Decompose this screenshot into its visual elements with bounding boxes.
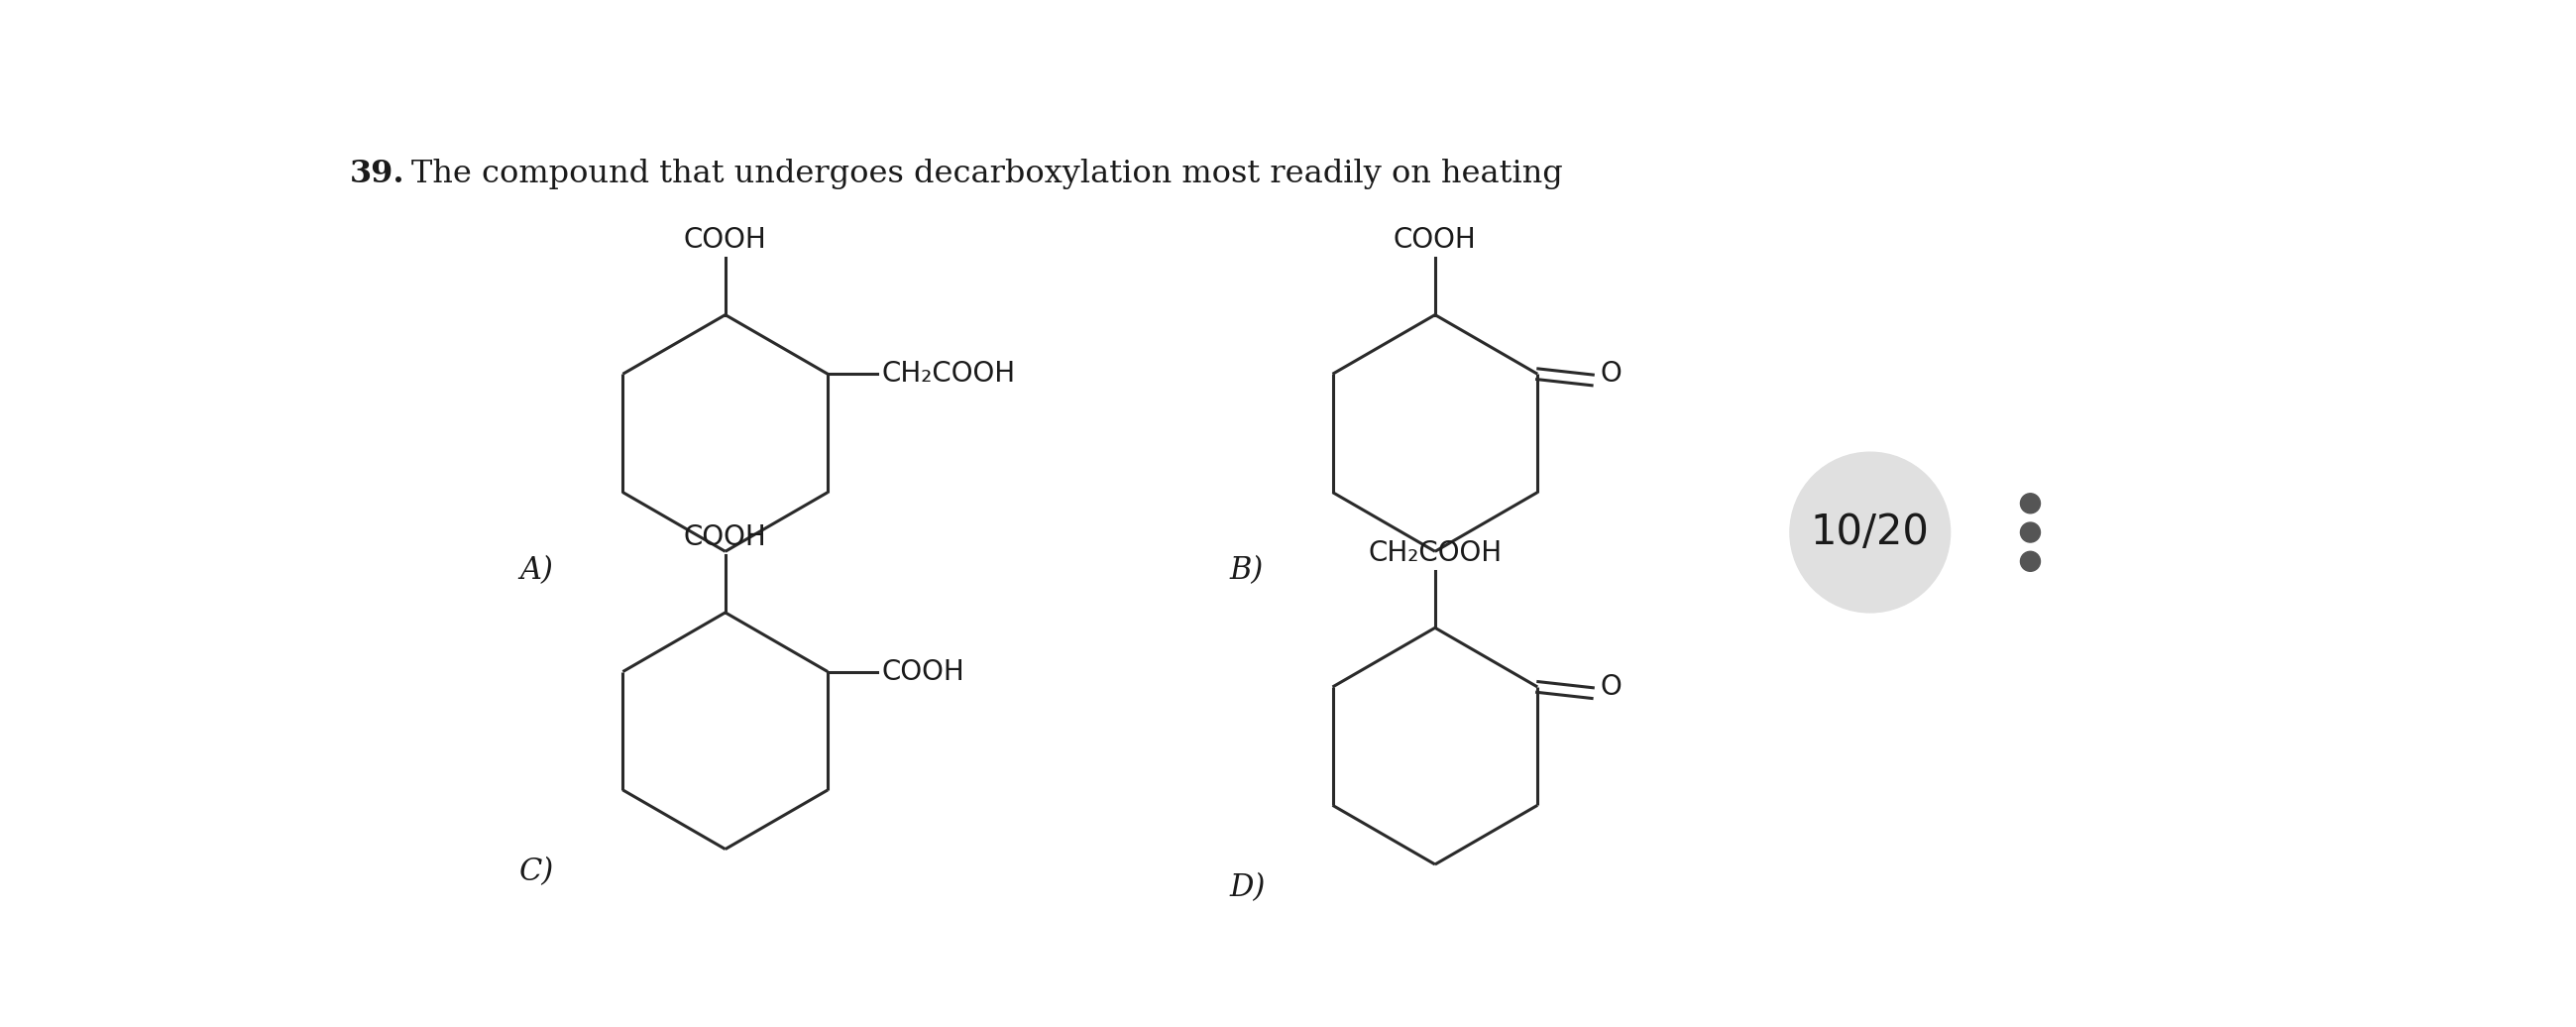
Circle shape <box>2020 493 2040 514</box>
Text: 10/20: 10/20 <box>1811 511 1929 554</box>
Text: COOH: COOH <box>1394 226 1476 254</box>
Circle shape <box>2020 523 2040 542</box>
Text: The compound that undergoes decarboxylation most readily on heating: The compound that undergoes decarboxylat… <box>410 158 1561 189</box>
Text: A): A) <box>520 556 554 586</box>
Text: D): D) <box>1229 872 1265 903</box>
Text: C): C) <box>520 857 554 887</box>
Text: COOH: COOH <box>683 524 768 551</box>
Text: CH₂COOH: CH₂COOH <box>881 360 1015 388</box>
Text: O: O <box>1600 360 1623 388</box>
Text: COOH: COOH <box>683 226 768 254</box>
Text: CH₂COOH: CH₂COOH <box>1368 539 1502 567</box>
Text: B): B) <box>1229 556 1262 586</box>
Circle shape <box>2020 551 2040 571</box>
Text: 39.: 39. <box>350 158 404 189</box>
Text: COOH: COOH <box>881 658 963 686</box>
Text: O: O <box>1600 673 1623 700</box>
Circle shape <box>1790 452 1950 612</box>
